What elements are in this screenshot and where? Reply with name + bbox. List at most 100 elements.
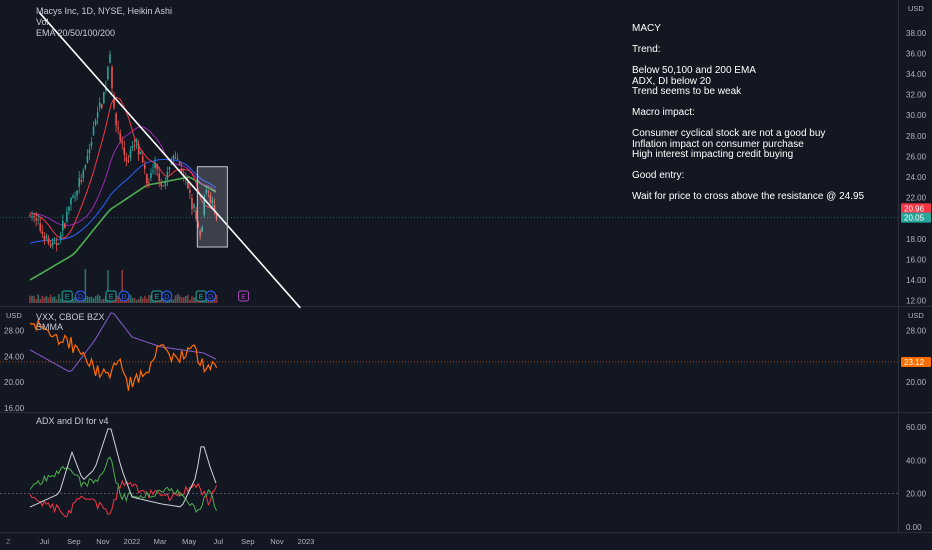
price-tick-label: 12.00 [906, 297, 927, 306]
time-tick-label: Sep [241, 537, 254, 546]
candle-body [215, 212, 218, 220]
volume-bar [45, 296, 48, 303]
volume-bar [41, 295, 44, 303]
resistance-trendline [38, 11, 301, 309]
annotation-entry-line: Wait for price to cross above the resist… [632, 191, 865, 202]
volume-bar [172, 299, 175, 303]
candle-body [31, 216, 33, 218]
last-price-label: 20.96 [904, 204, 925, 213]
volume-bar [133, 297, 136, 303]
smma-line [29, 312, 217, 373]
volume-bar [92, 298, 95, 303]
annotation-trend-title: Trend: [632, 44, 661, 55]
time-tick-label: 2023 [298, 537, 315, 546]
candle-body [199, 230, 201, 236]
dividend-marker [161, 290, 173, 302]
volume-bar [90, 296, 93, 303]
volume-bar [35, 299, 37, 303]
candle-body [107, 66, 109, 80]
candle-body [117, 127, 119, 129]
candle-body [43, 236, 46, 242]
candle-body [162, 185, 165, 187]
candle-body [201, 227, 203, 232]
vxx-tick-left: 28.00 [4, 327, 25, 336]
earnings-marker-label: E [109, 294, 114, 301]
adx-tick-label: 40.00 [906, 456, 927, 465]
volume-label: Vol [36, 17, 49, 27]
dividend-marker [205, 290, 217, 302]
candle-body [115, 113, 117, 126]
candle-body [78, 178, 80, 187]
volume-bar [144, 295, 146, 303]
volume-bar [37, 294, 39, 303]
last-price-label: 20.05 [904, 214, 925, 223]
candle-body [187, 181, 189, 189]
vxx-tick-left: 24.00 [4, 352, 25, 361]
volume-bar [146, 298, 148, 303]
smma-label: SMMA [36, 322, 63, 332]
annotation-macro-title: Macro impact: [632, 107, 695, 118]
volume-bar [137, 298, 140, 303]
candle-body [141, 156, 144, 163]
volume-bar [193, 297, 195, 303]
candle-body [68, 206, 70, 211]
candle-body [45, 236, 48, 239]
candle-body [70, 197, 72, 205]
vxx-line [29, 318, 218, 391]
time-tick-label: Sep [67, 537, 80, 546]
candle-body [33, 216, 35, 218]
candle-body [121, 141, 124, 144]
candle-body [62, 220, 64, 231]
time-tick-label: May [182, 537, 196, 546]
candle-body [213, 205, 216, 211]
price-tick-label: 34.00 [906, 70, 927, 79]
chart-title: Macys Inc, 1D, NYSE, Heikin Ashi [36, 6, 173, 16]
candle-body [127, 160, 130, 163]
volume-bar [86, 296, 89, 303]
candle-body [137, 144, 140, 155]
volume-bar [57, 294, 60, 303]
volume-bar [170, 299, 173, 303]
volume-bar [49, 294, 52, 303]
price-tick-label: 24.00 [906, 173, 927, 182]
candle-body [94, 120, 97, 125]
volume-bar [29, 295, 31, 303]
earnings-marker [61, 290, 73, 302]
dividend-marker [118, 290, 130, 302]
volume-bar [189, 299, 191, 303]
candle-body [160, 181, 162, 186]
volume-bar [59, 299, 62, 303]
candle-body [203, 196, 206, 216]
annotation-entry-title: Good entry: [632, 170, 685, 181]
volume-bar [141, 298, 144, 303]
volume-bar [191, 296, 193, 303]
di-plus-line [29, 456, 218, 513]
candle-body [90, 141, 93, 146]
volume-bar [139, 296, 142, 303]
candle-body [195, 210, 197, 219]
volume-bar [55, 299, 58, 303]
candle-body [148, 182, 150, 184]
ema-label: EMA 20/50/100/200 [36, 28, 116, 38]
vxx-label: VXX, CBOE BZX [36, 312, 105, 322]
volume-bar [176, 294, 179, 303]
candle-body [64, 223, 66, 229]
volume-bar [103, 298, 105, 303]
candle-body [88, 149, 91, 154]
price-tick-label: 14.00 [906, 276, 927, 285]
candle-body [152, 170, 154, 172]
time-tick-label: 2022 [124, 537, 141, 546]
price-tick-label: 38.00 [906, 29, 927, 38]
highlight-box [196, 166, 228, 248]
candle-body [103, 92, 105, 104]
vxx-unit-left: USD [6, 311, 22, 320]
candle-body [49, 244, 52, 247]
candle-body [86, 155, 89, 163]
candle-body [154, 162, 156, 168]
candle-body [55, 243, 58, 246]
earnings-marker-label: E [65, 294, 70, 301]
candle-body [66, 211, 68, 222]
volume-bar [72, 298, 74, 303]
candle-body [82, 170, 85, 178]
candle-body [92, 126, 95, 136]
